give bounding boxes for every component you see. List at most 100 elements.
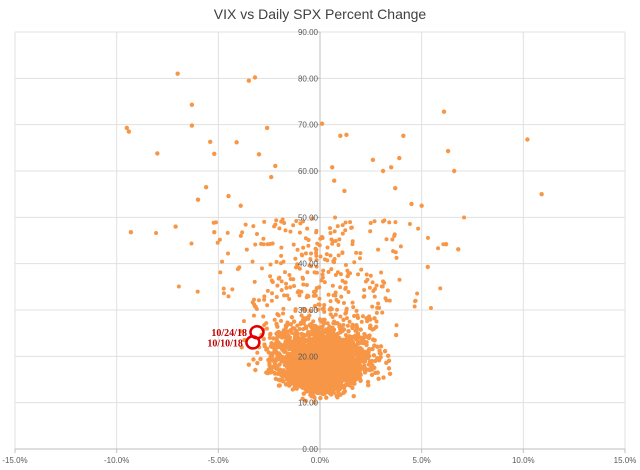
data-point <box>308 385 314 390</box>
data-point <box>274 321 279 327</box>
data-point <box>401 133 406 138</box>
data-point <box>391 249 396 254</box>
data-point <box>304 283 309 288</box>
data-point <box>369 372 375 377</box>
data-point <box>289 315 295 320</box>
data-point <box>255 350 260 355</box>
data-point <box>333 215 338 220</box>
data-point <box>283 382 289 387</box>
y-tick-label: 70.00 <box>298 121 319 130</box>
data-point <box>292 326 297 331</box>
data-point <box>355 313 360 318</box>
data-point <box>354 324 359 329</box>
data-point <box>368 220 373 225</box>
data-point <box>312 303 317 308</box>
data-point <box>277 367 282 372</box>
data-point <box>340 278 345 283</box>
data-point <box>304 333 309 338</box>
data-point <box>261 336 266 342</box>
data-point <box>289 367 294 373</box>
data-point <box>284 338 289 344</box>
data-point <box>374 319 379 324</box>
data-point <box>319 343 324 348</box>
data-point <box>443 242 449 247</box>
data-point <box>267 335 272 340</box>
data-point <box>315 353 320 358</box>
data-point <box>305 270 310 275</box>
data-point <box>124 125 130 131</box>
data-point <box>355 333 360 338</box>
data-point <box>362 331 367 337</box>
data-point <box>262 219 267 224</box>
data-point <box>372 219 377 224</box>
data-point <box>368 366 373 372</box>
data-point <box>352 368 357 373</box>
data-point <box>340 250 345 255</box>
data-point <box>195 197 201 202</box>
data-point <box>341 300 346 305</box>
data-point <box>265 242 270 247</box>
data-point <box>332 321 337 326</box>
data-point <box>267 366 272 372</box>
data-point <box>325 321 330 326</box>
data-point <box>330 165 335 170</box>
data-point <box>350 334 355 340</box>
data-point <box>271 358 277 363</box>
data-point <box>347 381 352 386</box>
data-point <box>372 365 377 370</box>
annotation-label: 10/10/18 <box>207 338 243 349</box>
data-point <box>367 285 372 290</box>
data-point <box>314 286 319 291</box>
data-point <box>354 346 359 351</box>
data-point <box>367 354 372 359</box>
data-point <box>287 273 292 278</box>
data-point <box>277 383 282 388</box>
data-point <box>306 374 311 380</box>
data-point <box>226 251 231 256</box>
data-point <box>384 237 389 242</box>
data-point <box>322 317 327 322</box>
data-point <box>314 383 319 388</box>
data-point <box>303 251 308 256</box>
data-point <box>329 373 334 379</box>
y-tick-label: 80.00 <box>298 74 319 83</box>
data-point <box>293 369 299 375</box>
data-point <box>296 355 301 360</box>
data-point <box>372 343 377 348</box>
data-point <box>279 279 284 284</box>
data-point <box>348 220 353 225</box>
data-point <box>398 244 403 249</box>
data-point <box>195 289 200 294</box>
data-point <box>283 374 288 379</box>
data-point <box>330 314 335 319</box>
data-point <box>338 272 343 277</box>
data-point <box>314 332 319 337</box>
data-point <box>296 348 301 353</box>
data-point <box>361 338 366 343</box>
data-point <box>258 356 263 362</box>
data-point <box>279 346 285 351</box>
data-point <box>393 220 398 225</box>
data-point <box>256 152 262 157</box>
data-point <box>225 230 230 235</box>
data-point <box>266 357 271 363</box>
data-point <box>328 329 333 334</box>
data-point <box>303 236 308 241</box>
data-point <box>334 393 339 398</box>
data-point <box>318 325 323 330</box>
data-point <box>351 393 356 399</box>
data-point <box>279 219 284 224</box>
data-point <box>344 306 349 311</box>
data-point <box>425 264 430 270</box>
data-point <box>277 275 282 280</box>
data-point <box>338 314 343 319</box>
data-point <box>275 371 281 377</box>
data-point <box>255 360 260 366</box>
data-point <box>264 321 269 326</box>
data-point <box>371 326 376 331</box>
data-point <box>342 389 348 394</box>
data-point <box>288 357 293 362</box>
data-point <box>293 308 298 313</box>
data-point <box>413 298 418 303</box>
